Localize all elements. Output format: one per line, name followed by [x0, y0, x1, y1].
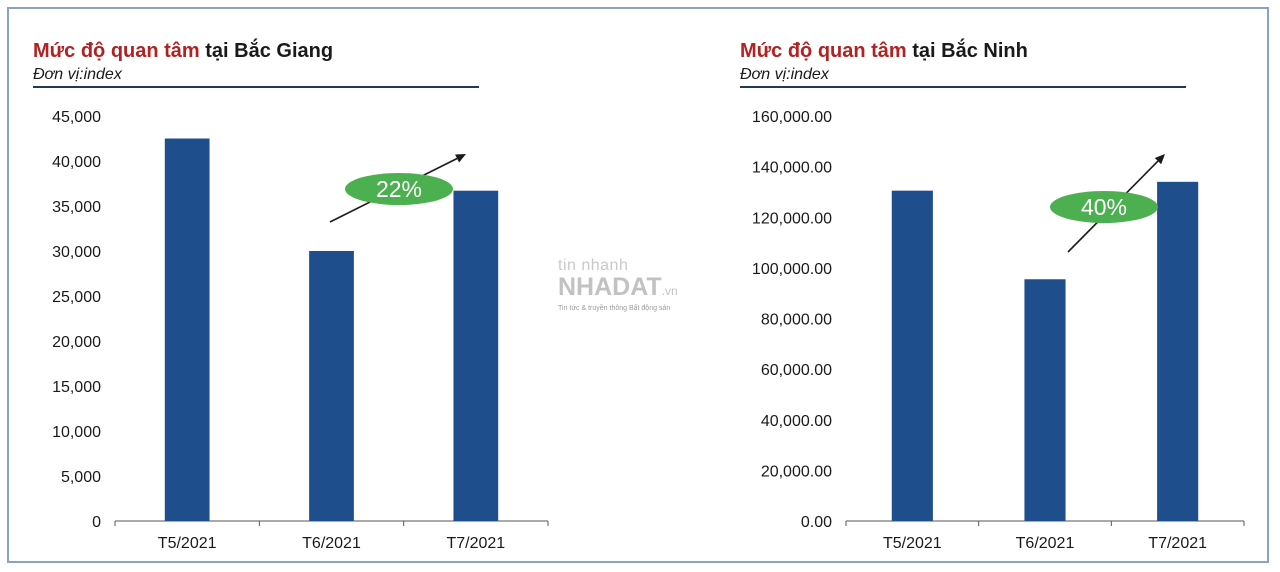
y-tick-label: 25,000 [52, 289, 101, 306]
bar-t5-2021 [164, 138, 210, 521]
plot-area: 0.00 20,000.00 40,000.00 60,000.00 80,000.00… [752, 109, 1245, 552]
watermark-suffix: .vn [661, 284, 678, 298]
x-tick-label: T6/2021 [302, 535, 361, 552]
unit-label: Đơn vị:index [740, 66, 829, 83]
watermark-tagline: Tin tức & truyền thông Bất động sản [558, 305, 671, 312]
chart-title-location: tại Bắc Ninh [906, 40, 1028, 62]
y-tick-label: 60,000.00 [761, 362, 832, 379]
title-underline [740, 86, 1186, 88]
y-tick-label: 80,000.00 [761, 312, 832, 329]
title-underline [33, 86, 479, 88]
x-tick-label: T5/2021 [883, 535, 942, 552]
bar-t6-2021 [309, 251, 354, 521]
chart-title-highlight: Mức độ quan tâm [740, 40, 907, 62]
y-tick-label: 100,000.00 [752, 261, 832, 278]
unit-label: Đơn vị:index [33, 66, 122, 83]
y-tick-label: 140,000.00 [752, 160, 832, 177]
bar-t7-2021 [1157, 181, 1199, 521]
x-tick-label: T5/2021 [158, 535, 217, 552]
y-tick-label: 45,000 [52, 109, 101, 126]
chart-title-highlight: Mức độ quan tâm [33, 40, 200, 62]
y-tick-label: 0.00 [801, 514, 832, 531]
trend-arrow-head [1154, 154, 1165, 165]
chart-title: Mức độ quan tâm tại Bắc Ninh [740, 40, 1028, 63]
watermark-logo: tin nhanh NHADAT.vn Tin tức & truyền thô… [558, 258, 698, 313]
watermark-brand: NHADAT.vn [558, 274, 698, 304]
watermark-line1: tin nhanh [558, 257, 629, 274]
y-tick-label: 20,000.00 [761, 463, 832, 480]
y-tick-label: 10,000 [52, 424, 101, 441]
growth-badge [1050, 191, 1158, 223]
y-tick-label: 5,000 [61, 469, 101, 486]
y-tick-label: 40,000 [52, 154, 101, 171]
x-tick-label: T7/2021 [1148, 535, 1207, 552]
y-tick-label: 160,000.00 [752, 109, 832, 126]
bar-t6-2021 [1024, 279, 1066, 521]
growth-badge-label: 22% [376, 176, 422, 202]
y-tick-label: 20,000 [52, 334, 101, 351]
chart-panel-bac-ninh: Mức độ quan tâm tại Bắc Ninh Đơn vị:inde… [706, 0, 1280, 572]
bar-chart-bac-ninh: 0.00 20,000.00 40,000.00 60,000.00 80,000.00… [752, 109, 1245, 552]
watermark-brand-text: NHADAT [558, 273, 662, 301]
chart-panel-bac-giang: Mức độ quan tâm tại Bắc Giang Đơn vị:ind… [33, 40, 549, 552]
plot-area: 0 5,000 10,000 15,000 20,000 25,000 30,000 35,0… [52, 109, 549, 552]
outer-frame [7, 7, 1269, 563]
x-tick-label: T7/2021 [446, 535, 505, 552]
y-tick-label: 40,000.00 [761, 413, 832, 430]
growth-badge-label: 40% [1081, 194, 1127, 220]
growth-badge [345, 173, 453, 205]
y-tick-label: 35,000 [52, 199, 101, 216]
y-tick-label: 120,000.00 [752, 210, 832, 227]
trend-arrow-head [455, 154, 466, 163]
bar-t7-2021 [453, 190, 499, 521]
y-tick-label: 15,000 [52, 379, 101, 396]
bar-t5-2021 [891, 190, 933, 521]
chart-title-location: tại Bắc Giang [199, 40, 334, 62]
y-tick-label: 0 [92, 514, 101, 531]
chart-title: Mức độ quan tâm tại Bắc Giang [33, 40, 333, 63]
x-tick-label: T6/2021 [1016, 535, 1075, 552]
y-tick-label: 30,000 [52, 244, 101, 261]
bar-chart-bac-giang: 0 5,000 10,000 15,000 20,000 25,000 30,000 35,0… [52, 109, 549, 552]
